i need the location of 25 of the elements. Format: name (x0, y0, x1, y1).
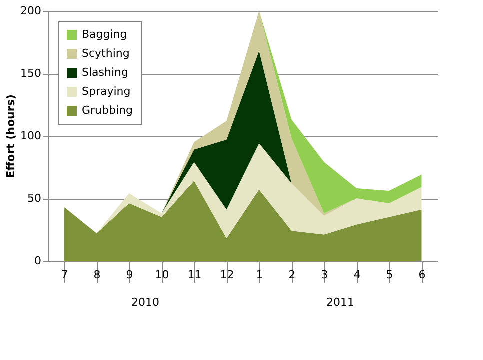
y-tick-label: 200 (20, 4, 42, 18)
x-tick-label: 1 (256, 268, 264, 282)
y-tick-label: 100 (20, 130, 42, 142)
legend-label: Slashing (82, 66, 128, 79)
legend-label: Bagging (82, 28, 128, 41)
x-tick-label: 8 (94, 268, 101, 282)
legend-label: Grubbing (82, 104, 133, 117)
x-tick-label: 3 (321, 268, 328, 282)
x-tick-label: 9 (126, 268, 134, 282)
x-tick-label: 11 (188, 268, 202, 282)
legend-label: Spraying (82, 85, 131, 98)
x-tick-label: 2 (288, 268, 296, 282)
y-tick-label: 150 (20, 67, 42, 80)
x-tick-label: 10 (155, 268, 170, 282)
y-tick-label: 50 (28, 192, 42, 205)
y-axis-title: Effort (hours) (4, 94, 18, 178)
x-tick-label: 6 (418, 268, 426, 282)
legend-label: Scything (82, 47, 130, 60)
text: 2011 (326, 296, 354, 309)
x-tick-label: 5 (386, 268, 394, 282)
y-tick-label: 0 (34, 254, 42, 268)
x-tick-label: 4 (354, 268, 361, 282)
x-tick-label: 12 (220, 268, 234, 282)
text: 2010 (132, 296, 160, 309)
x-tick-label: 7 (61, 268, 68, 282)
